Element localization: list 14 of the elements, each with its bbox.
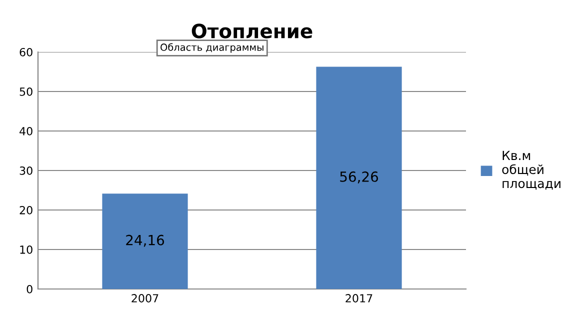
y-tick-label: 50 xyxy=(20,87,32,96)
y-tick-label: 40 xyxy=(20,126,32,136)
y-tick-label: 60 xyxy=(20,48,32,56)
y-tick-label: 30 xyxy=(20,166,32,175)
y-tick-label: 10 xyxy=(20,245,32,254)
annotation: Область диаграммы xyxy=(160,43,264,53)
legend-label: Кв.м общей площади xyxy=(502,150,560,190)
y-tick-label: 0 xyxy=(26,284,32,294)
data-label: 24,16 xyxy=(126,234,164,247)
y-tick-label: 20 xyxy=(20,206,32,214)
x-tick-label: 2017 xyxy=(346,294,372,302)
chart-title: Отопление xyxy=(192,24,312,38)
data-label: 56,26 xyxy=(340,171,378,184)
x-tick-label: 2007 xyxy=(132,294,158,302)
